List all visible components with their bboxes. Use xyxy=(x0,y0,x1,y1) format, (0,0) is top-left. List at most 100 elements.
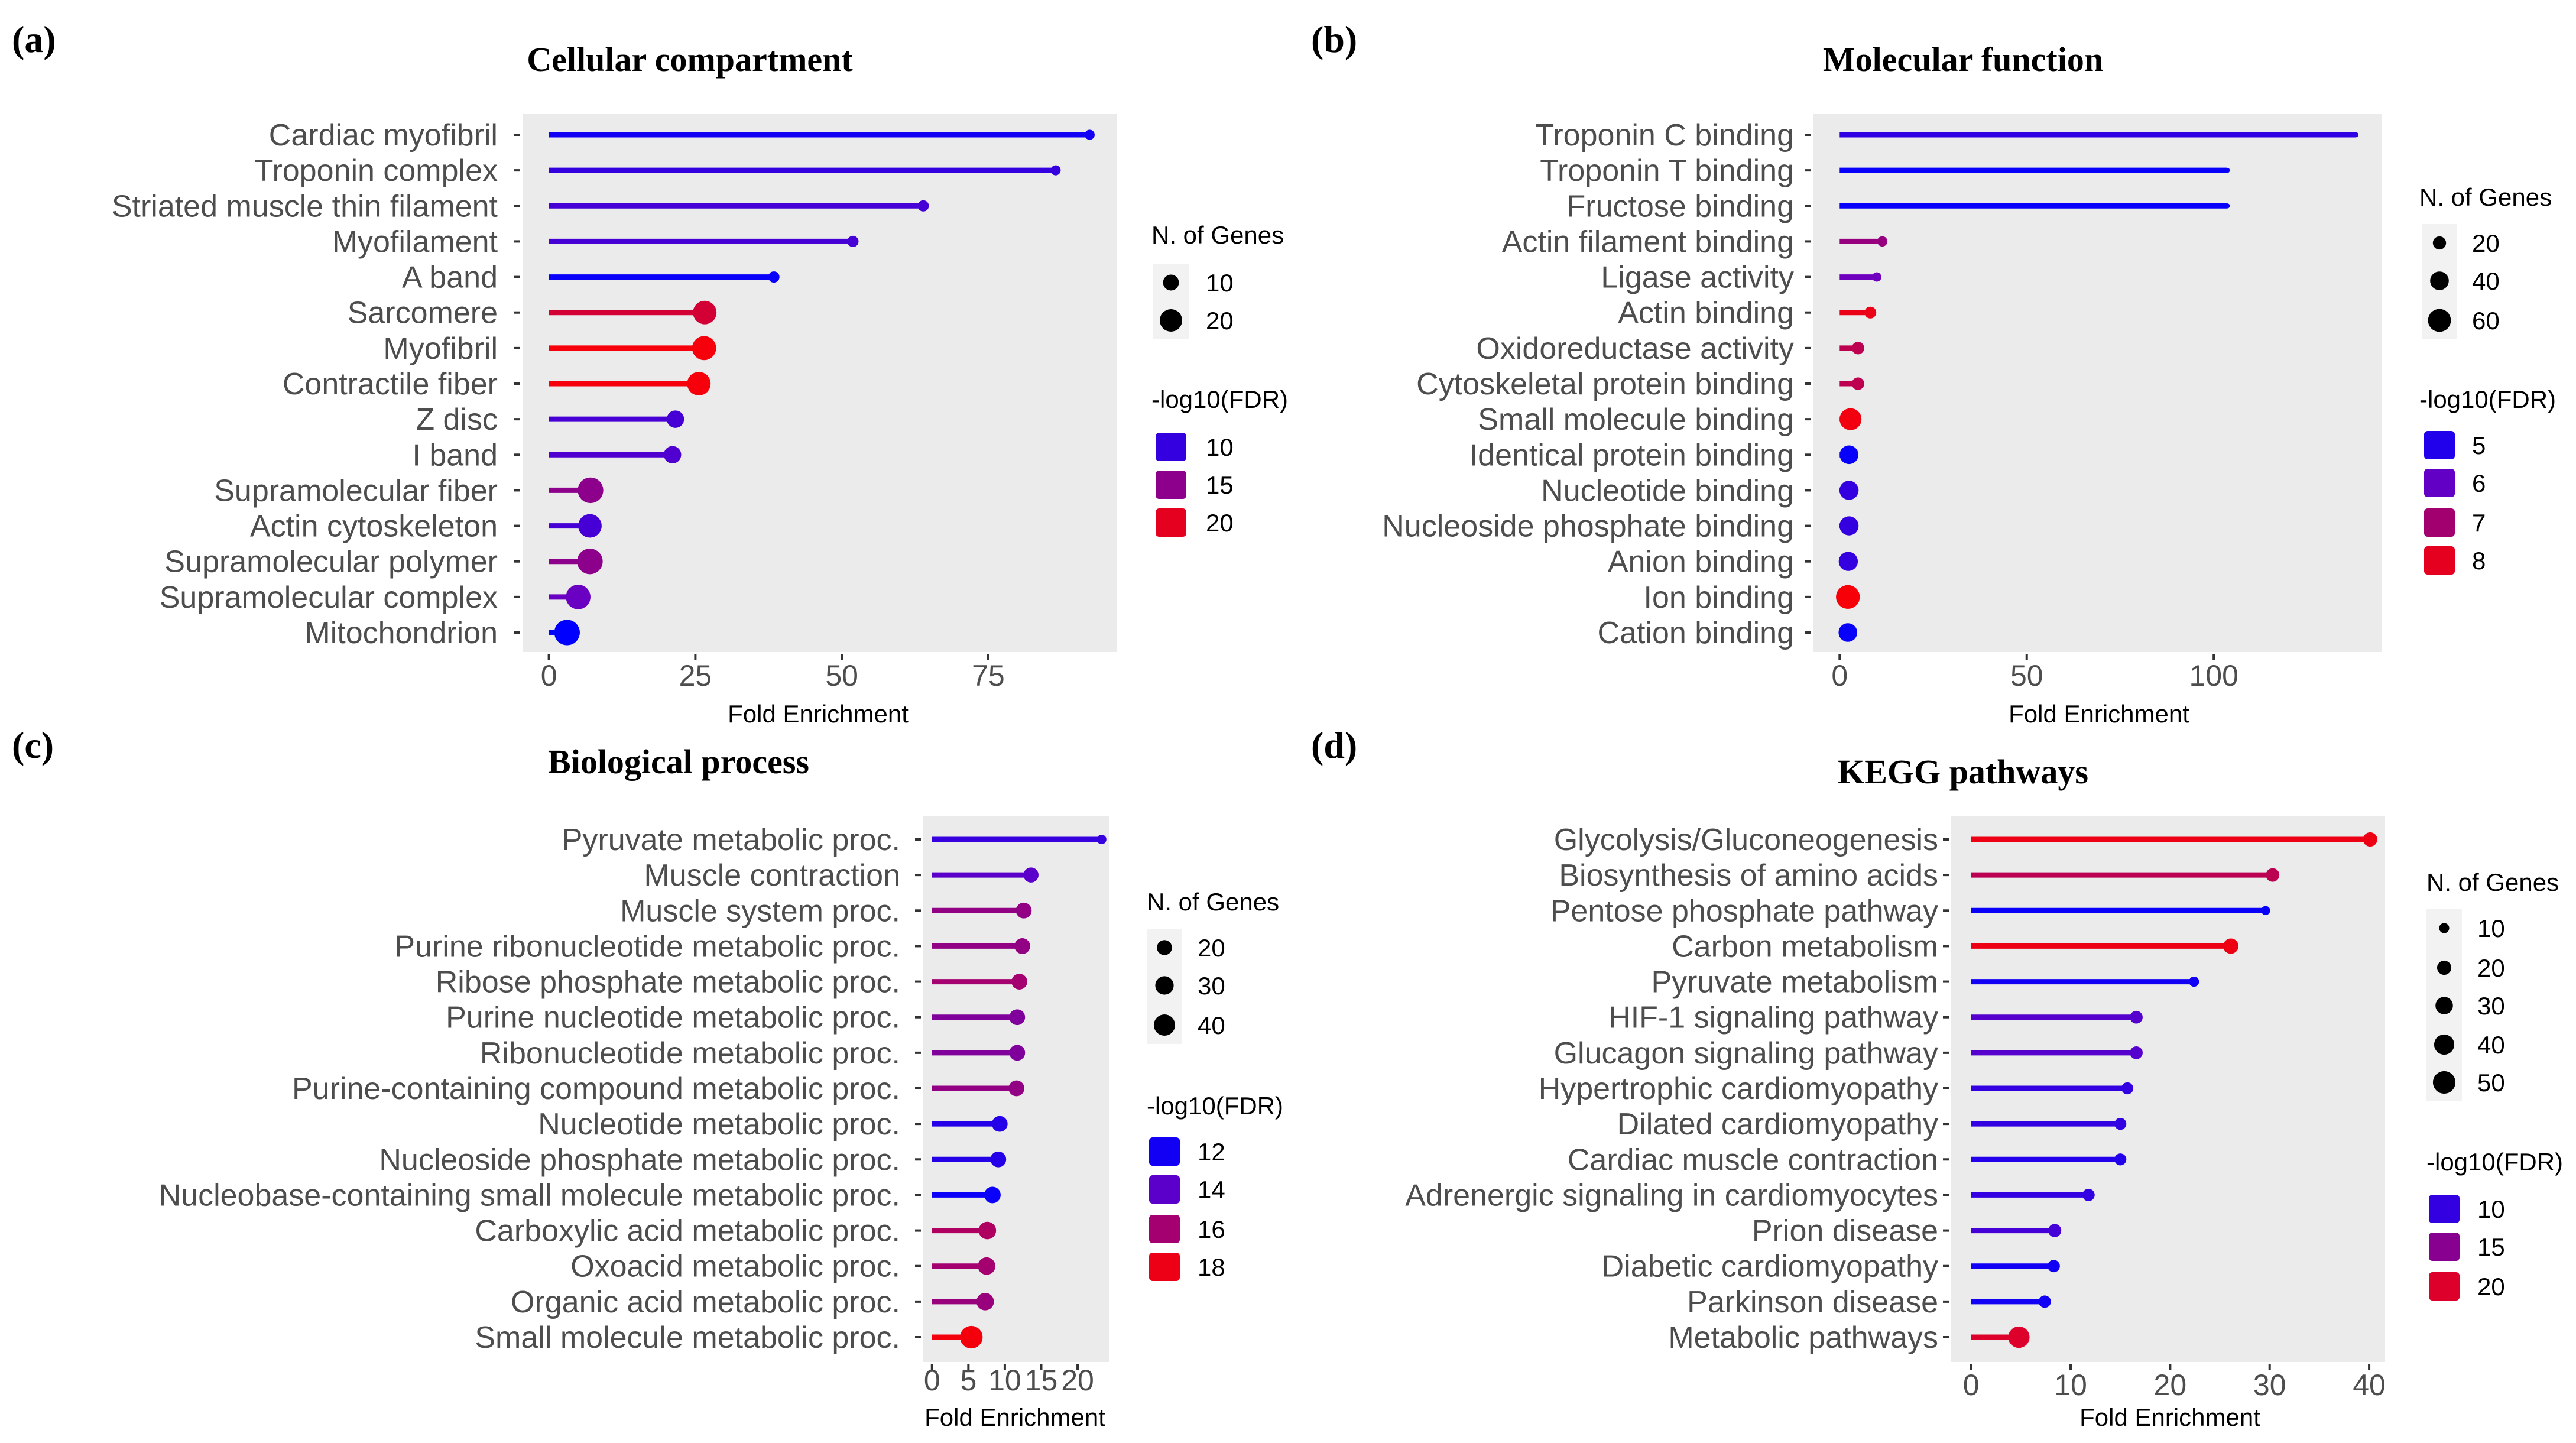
lollipop-point xyxy=(2363,832,2377,847)
size-legend-label: 30 xyxy=(2477,992,2505,1020)
lollipop-point xyxy=(2114,1153,2127,1166)
size-legend-key xyxy=(2437,960,2452,975)
lollipop-point xyxy=(2008,1326,2030,1348)
lollipop-point xyxy=(1008,1080,1024,1097)
lollipop-point xyxy=(692,336,716,361)
lollipop-point xyxy=(578,514,602,538)
category-label: Prion disease xyxy=(1752,1214,1938,1249)
x-tick-label: 15 xyxy=(1025,1364,1058,1397)
color-legend-title: -log10(FDR) xyxy=(1151,385,1288,413)
category-label: Pentose phosphate pathway xyxy=(1550,894,1938,928)
lollipop-point xyxy=(1839,445,1858,465)
lollipop-point xyxy=(2224,203,2230,209)
category-label: Glycolysis/Gluconeogenesis xyxy=(1554,823,1938,857)
lollipop-point xyxy=(666,410,684,428)
color-legend-key xyxy=(2429,1272,2460,1301)
category-label: Small molecule binding xyxy=(1478,403,1794,437)
size-legend-key xyxy=(1157,940,1172,955)
lollipop-point xyxy=(2224,167,2230,173)
category-label: Muscle system proc. xyxy=(620,894,900,928)
color-legend-label: 6 xyxy=(2472,469,2486,497)
lollipop-point xyxy=(2048,1224,2062,1237)
size-legend-key xyxy=(2428,309,2451,332)
category-label: I band xyxy=(412,438,498,472)
lollipop-point xyxy=(2130,1010,2143,1024)
lollipop-point xyxy=(554,620,580,646)
size-legend-title: N. of Genes xyxy=(1151,221,1284,249)
color-legend-key xyxy=(1156,508,1186,537)
color-legend-key xyxy=(1149,1137,1180,1166)
lollipop-point xyxy=(978,1257,995,1275)
color-legend-title: -log10(FDR) xyxy=(2419,385,2556,413)
size-legend-key xyxy=(2434,1034,2455,1055)
x-axis-label: Fold Enrichment xyxy=(2009,700,2189,728)
category-label: Purine ribonucleotide metabolic proc. xyxy=(394,929,900,964)
size-legend-key xyxy=(1155,976,1174,995)
category-label: Fructose binding xyxy=(1567,189,1794,223)
lollipop-point xyxy=(2261,906,2270,915)
lollipop-point xyxy=(960,1325,983,1349)
category-label: Oxidoreductase activity xyxy=(1476,332,1794,366)
lollipop-point xyxy=(1851,377,1864,390)
category-label: Nucleoside phosphate metabolic proc. xyxy=(379,1143,900,1177)
x-tick-label: 20 xyxy=(2154,1369,2187,1402)
size-legend-label: 40 xyxy=(2477,1031,2505,1059)
lollipop-point xyxy=(2121,1082,2134,1095)
category-label: Cardiac muscle contraction xyxy=(1568,1143,1938,1177)
lollipop-point xyxy=(577,549,603,575)
category-label: Cardiac myofibril xyxy=(269,118,498,153)
category-label: Ribonucleotide metabolic proc. xyxy=(480,1036,900,1071)
panel-b: (b) Molecular function Troponin C bindingT… xyxy=(1311,18,2556,728)
color-legend-key xyxy=(2429,1233,2460,1261)
color-legend-key xyxy=(1149,1175,1180,1204)
category-label: Hypertrophic cardiomyopathy xyxy=(1539,1072,1938,1106)
lollipop-point xyxy=(1839,516,1859,536)
category-label: Nucleobase-containing small molecule met… xyxy=(159,1178,900,1212)
color-legend-key xyxy=(1149,1253,1180,1281)
category-label: Nucleotide binding xyxy=(1541,474,1794,508)
color-legend-label: 10 xyxy=(2477,1195,2505,1223)
lollipop-point xyxy=(1851,342,1864,355)
x-axis-label: Fold Enrichment xyxy=(2079,1403,2260,1431)
size-legend-label: 20 xyxy=(2472,229,2500,257)
color-legend-label: 15 xyxy=(2477,1233,2505,1261)
category-label: Oxoacid metabolic proc. xyxy=(570,1250,900,1284)
category-label: Ion binding xyxy=(1644,581,1794,615)
category-label: Parkinson disease xyxy=(1687,1285,1938,1319)
chart-title: Cellular compartment xyxy=(527,40,853,79)
lollipop-point xyxy=(917,200,929,212)
x-tick-label: 0 xyxy=(1963,1369,1980,1402)
panel-label: (a) xyxy=(12,18,56,60)
color-legend-key xyxy=(2429,1195,2460,1223)
size-legend-title: N. of Genes xyxy=(1147,888,1279,916)
category-label: HIF-1 signaling pathway xyxy=(1608,1001,1938,1035)
lollipop-point xyxy=(1872,272,1881,282)
color-legend-key xyxy=(2424,508,2455,537)
color-legend-title: -log10(FDR) xyxy=(2426,1148,2563,1176)
x-tick-label: 100 xyxy=(2189,659,2238,692)
lollipop-point xyxy=(1096,834,1107,845)
panel-label: (c) xyxy=(12,724,54,766)
category-label: Striated muscle thin filament xyxy=(112,189,498,223)
lollipop-point xyxy=(2223,938,2239,954)
category-label: A band xyxy=(402,261,498,295)
size-legend-label: 30 xyxy=(1198,972,1225,1000)
lollipop-point xyxy=(1023,867,1039,883)
lollipop-point xyxy=(1839,481,1859,500)
color-legend-label: 16 xyxy=(1198,1215,1225,1243)
x-tick-label: 5 xyxy=(960,1364,976,1397)
chart-title: KEGG pathways xyxy=(1838,753,2088,791)
x-tick-label: 30 xyxy=(2253,1369,2286,1402)
size-legend-label: 40 xyxy=(1198,1011,1225,1039)
category-label: Adrenergic signaling in cardiomyocytes xyxy=(1405,1178,1938,1212)
lollipop-point xyxy=(984,1186,1001,1204)
size-legend-key xyxy=(1153,1014,1176,1036)
category-label: Actin cytoskeleton xyxy=(250,510,498,544)
lollipop-point xyxy=(1011,974,1027,990)
lollipop-point xyxy=(1009,1045,1026,1061)
lollipop-point xyxy=(693,300,717,325)
category-label: Dilated cardiomyopathy xyxy=(1617,1107,1938,1142)
lollipop-point xyxy=(566,585,591,609)
category-label: Biosynthesis of amino acids xyxy=(1559,858,1938,893)
